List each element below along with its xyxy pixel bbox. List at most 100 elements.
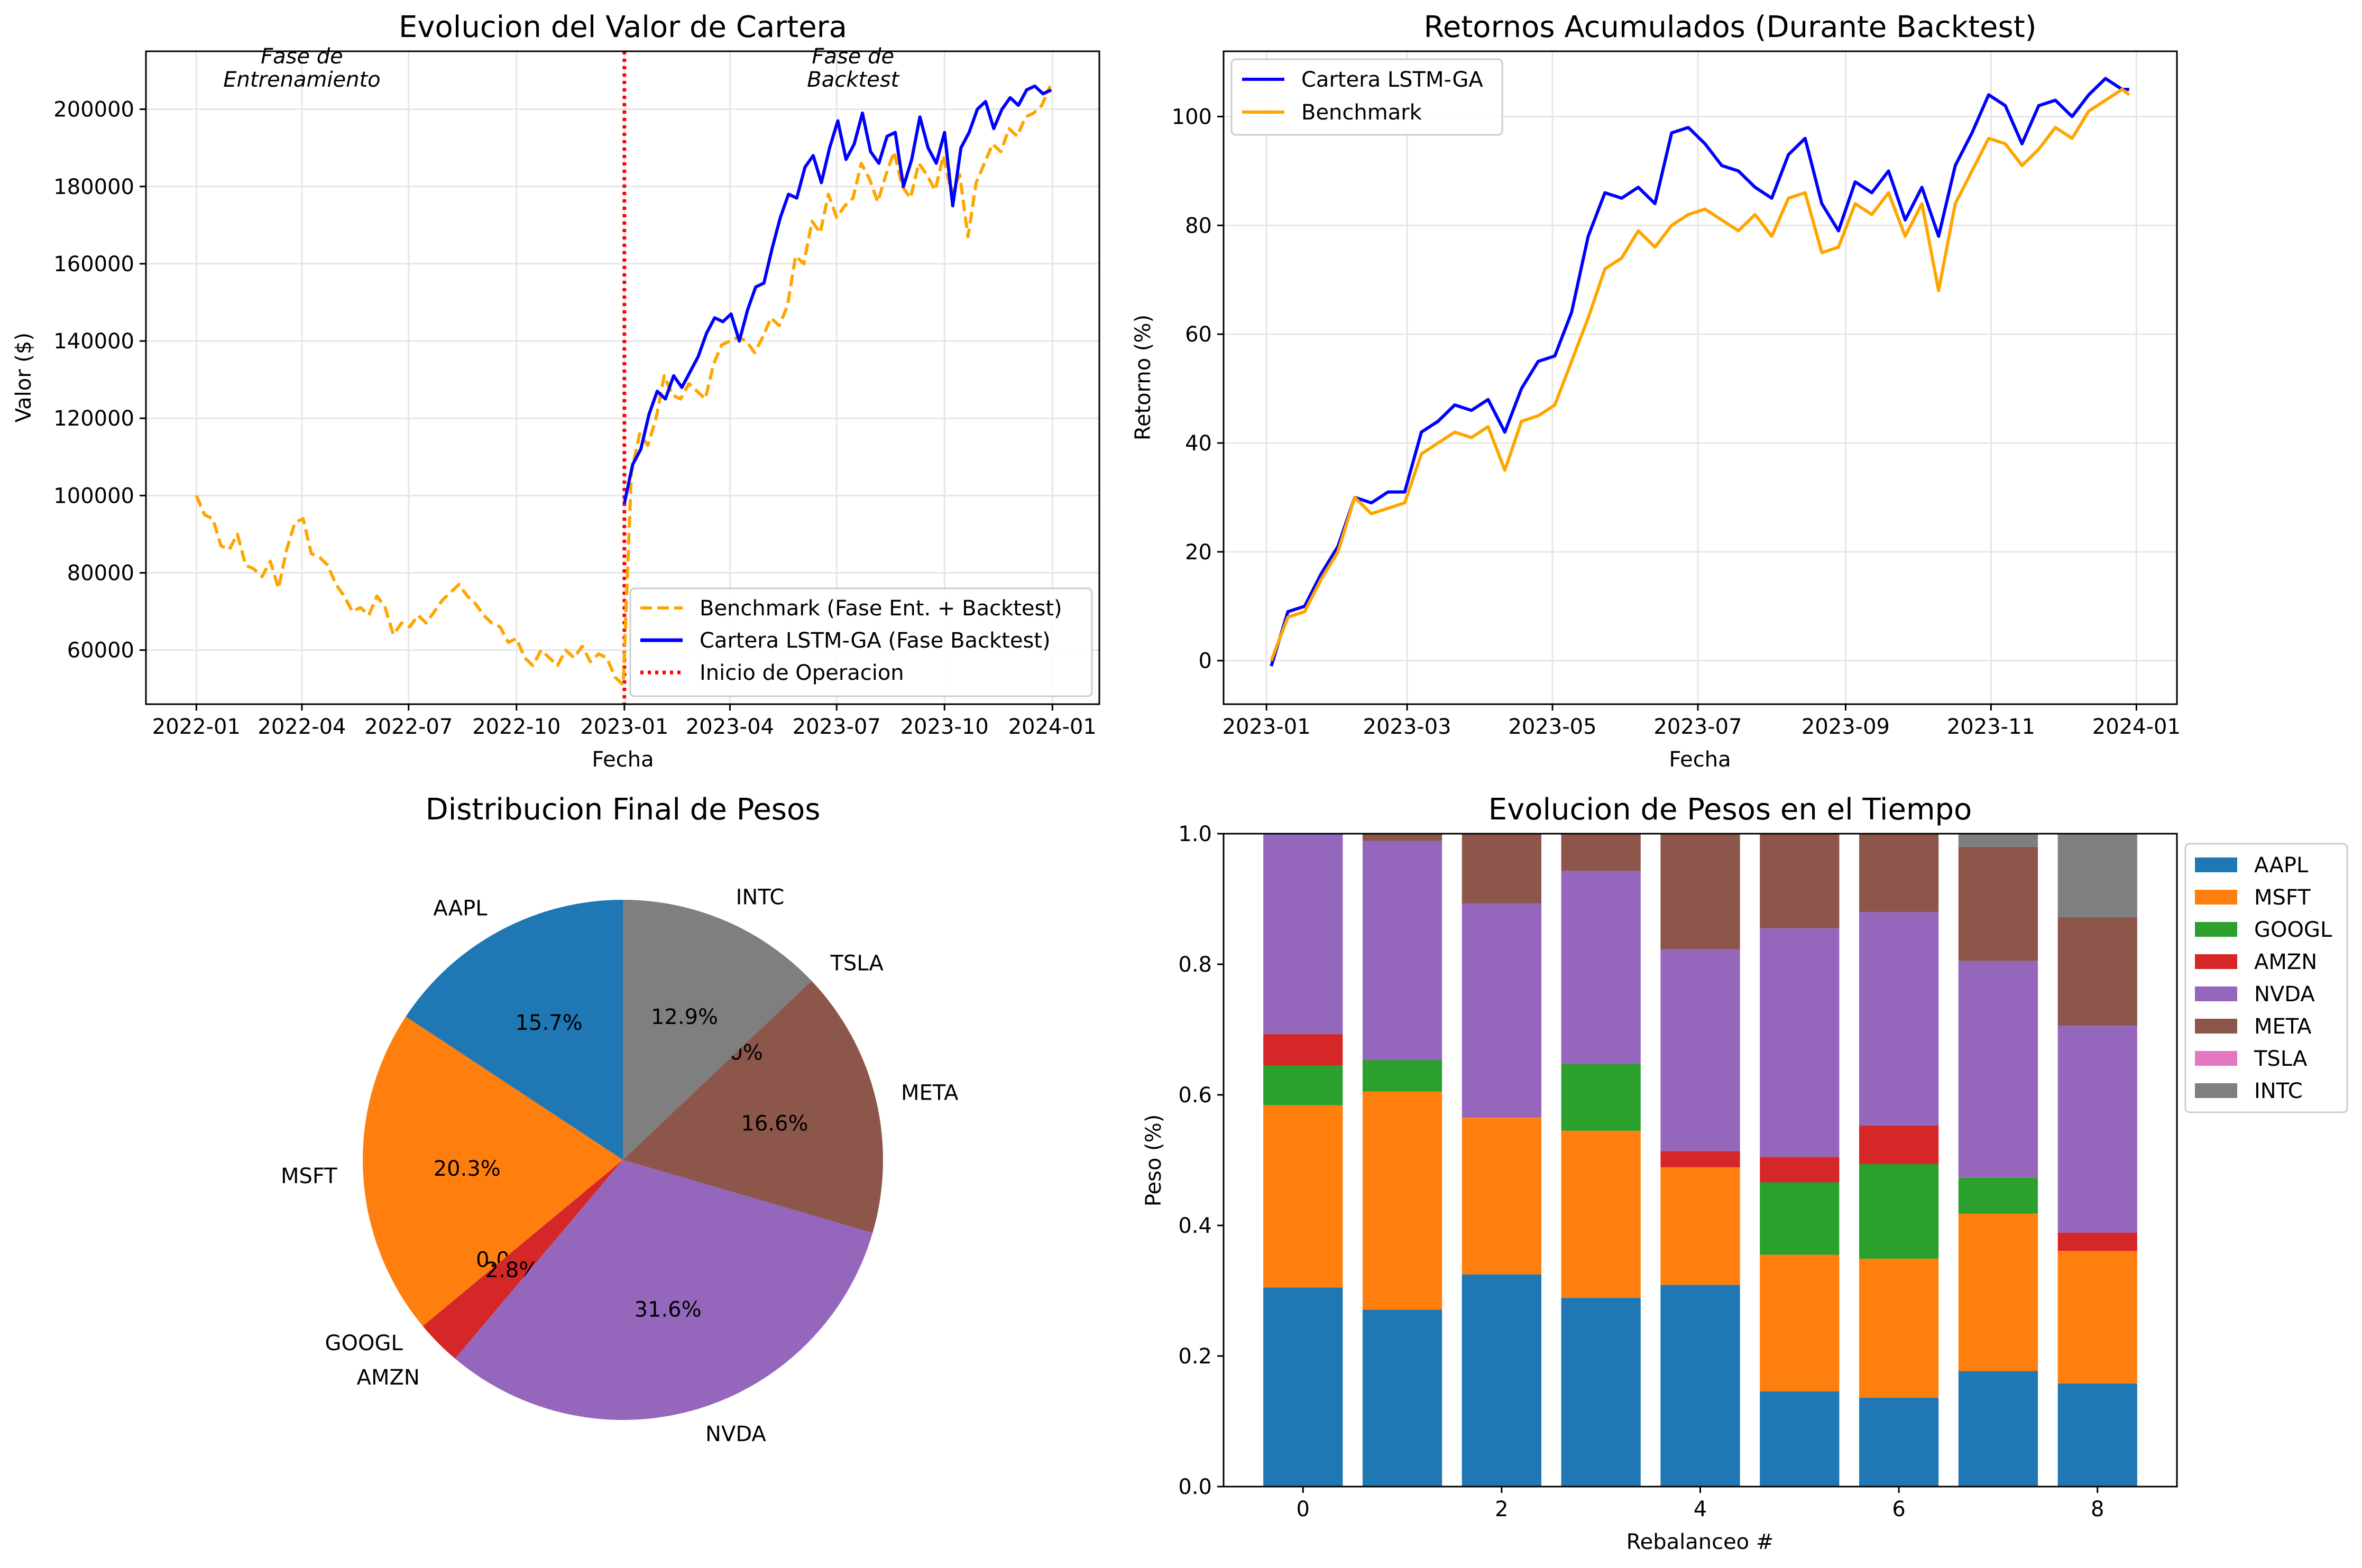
legend-label-cartera: Cartera LSTM-GA (Fase Backtest) bbox=[700, 629, 1051, 653]
bar-segment-googl bbox=[1859, 1164, 1939, 1259]
bar-segment-nvda bbox=[1462, 903, 1541, 1118]
x-tick-label: 2023-11 bbox=[1947, 715, 2035, 739]
pie-value-label-aapl: 15.7% bbox=[516, 1011, 583, 1035]
x-tick-label: 2024-01 bbox=[2092, 715, 2181, 739]
pie-label-nvda: NVDA bbox=[705, 1422, 766, 1446]
y-tick-label: 0.6 bbox=[1178, 1083, 1212, 1108]
x-tick-label: 2022-07 bbox=[364, 715, 453, 739]
x-tick-label: 6 bbox=[1892, 1497, 1905, 1521]
chart-distribucion-pesos: Distribucion Final de Pesos AAPL 15.7% MSF… bbox=[281, 792, 959, 1446]
y-tick-label: 180000 bbox=[53, 175, 134, 199]
bar-segment-aapl bbox=[1263, 1287, 1343, 1487]
bar-segment-msft bbox=[1958, 1213, 2038, 1371]
legend-swatch-googl bbox=[2195, 922, 2237, 937]
legend-frame bbox=[629, 587, 1093, 697]
bar-segment-googl bbox=[1362, 1060, 1442, 1092]
legend-label-intc: INTC bbox=[2254, 1079, 2303, 1103]
x-tick-label: 2022-04 bbox=[258, 715, 346, 739]
bar-segment-nvda bbox=[1362, 841, 1442, 1060]
x-tick-label: 2023-04 bbox=[686, 715, 774, 739]
legend-swatch-amzn bbox=[2195, 954, 2237, 969]
chart-evolucion-pesos: Evolucion de Pesos en el Tiempo 0 2 4 6 8 0.… bbox=[1142, 792, 2348, 1554]
bar-segment-intc bbox=[1958, 834, 2038, 847]
x-axis-label: Fecha bbox=[592, 748, 654, 772]
y-tick-label: 60000 bbox=[67, 639, 134, 663]
x-tick-layer: 2023-01 2023-03 2023-05 2023-07 2023-09 2023-… bbox=[1223, 704, 2181, 739]
bar-segment-nvda bbox=[1561, 871, 1641, 1064]
plot-frame bbox=[145, 50, 1100, 705]
bar-segment-aapl bbox=[1462, 1274, 1541, 1487]
chart-title: Retornos Acumulados (Durante Backtest) bbox=[1424, 10, 2037, 44]
chart-legend: AAPL MSFT GOOGL AMZN NVDA META TSLA INTC bbox=[2184, 843, 2348, 1113]
y-tick-label: 100000 bbox=[53, 484, 134, 508]
pie-label-msft: MSFT bbox=[281, 1164, 337, 1188]
bar-segment-msft bbox=[1859, 1258, 1939, 1398]
bar-segment-meta bbox=[2057, 917, 2137, 1026]
bar-segment-amzn bbox=[1263, 1034, 1343, 1066]
y-tick-label: 200000 bbox=[53, 98, 134, 122]
y-tick-label: 160000 bbox=[53, 252, 134, 276]
pie-slice-intc bbox=[623, 900, 812, 1160]
annotation-text: Entrenamiento bbox=[223, 68, 380, 92]
y-tick-label: 1.0 bbox=[1178, 822, 1212, 846]
bar-segment-amzn bbox=[1660, 1151, 1740, 1168]
bar-segment-intc bbox=[2057, 834, 2137, 918]
plot-layer bbox=[1270, 77, 2130, 667]
y-tick-layer: 0.0 0.2 0.4 0.6 0.8 1.0 bbox=[1178, 822, 1224, 1499]
bar-segment-msft bbox=[1760, 1255, 1840, 1391]
x-tick-label: 2022-10 bbox=[472, 715, 560, 739]
pie-label-tsla: TSLA bbox=[830, 951, 884, 975]
annotation-text: Fase de bbox=[812, 44, 894, 69]
legend-label-benchmark: Benchmark (Fase Ent. + Backtest) bbox=[700, 596, 1062, 621]
bar-segment-googl bbox=[1263, 1065, 1343, 1105]
plot-frame bbox=[1223, 50, 2178, 705]
bar-segment-aapl bbox=[1660, 1285, 1740, 1487]
legend-swatch-meta bbox=[2195, 1019, 2237, 1034]
bar-segment-nvda bbox=[2057, 1026, 2137, 1233]
legend-frame bbox=[1230, 58, 1503, 136]
x-axis-label: Fecha bbox=[1669, 748, 1731, 772]
pie-value-label-msft: 20.3% bbox=[434, 1157, 501, 1181]
chart-valor-cartera: Evolucion del Valor de Cartera 2022-01 20… bbox=[12, 10, 1100, 772]
x-tick-layer: 0 2 4 6 8 bbox=[1297, 1487, 2104, 1521]
y-tick-label: 140000 bbox=[53, 329, 134, 354]
x-tick-label: 2023-03 bbox=[1363, 715, 1451, 739]
pie-slice-msft bbox=[363, 1016, 623, 1326]
bar-segment-msft bbox=[1462, 1118, 1541, 1275]
pie-label-intc: INTC bbox=[736, 886, 785, 910]
legend-label-amzn: AMZN bbox=[2254, 950, 2317, 974]
y-tick-label: 0.8 bbox=[1178, 953, 1212, 977]
y-tick-label: 120000 bbox=[53, 407, 134, 431]
x-tick-label: 4 bbox=[1694, 1497, 1707, 1521]
chart-title: Evolucion del Valor de Cartera bbox=[399, 10, 847, 44]
plot-layer bbox=[195, 51, 1052, 704]
bar-segment-nvda bbox=[1760, 928, 1840, 1157]
bar-segment-nvda bbox=[1660, 949, 1740, 1151]
bar-segment-googl bbox=[1760, 1182, 1840, 1255]
bar-segment-aapl bbox=[1561, 1298, 1641, 1487]
x-tick-label: 2023-01 bbox=[580, 715, 668, 739]
legend-swatch-msft bbox=[2195, 890, 2237, 905]
bar-segment-googl bbox=[1561, 1064, 1641, 1131]
y-tick-label: 0.2 bbox=[1178, 1344, 1212, 1369]
pie-label-amzn: AMZN bbox=[357, 1366, 420, 1390]
y-tick-label: 60 bbox=[1185, 322, 1212, 347]
pie-value-label-intc: 12.9% bbox=[651, 1005, 718, 1029]
y-tick-label: 40 bbox=[1185, 431, 1212, 456]
bar-segment-meta bbox=[1561, 834, 1641, 871]
legend-label-inicio: Inicio de Operacion bbox=[700, 661, 904, 685]
bar-segment-nvda bbox=[1859, 912, 1939, 1126]
bar-segment-aapl bbox=[1859, 1398, 1939, 1487]
x-tick-label: 2023-01 bbox=[1223, 715, 1311, 739]
bar-segment-amzn bbox=[2057, 1232, 2137, 1251]
y-tick-label: 100 bbox=[1172, 105, 1212, 130]
chart-legend: Benchmark (Fase Ent. + Backtest) Cartera… bbox=[629, 587, 1093, 697]
legend-label-tsla: TSLA bbox=[2254, 1047, 2308, 1071]
bar-segment-amzn bbox=[1760, 1157, 1840, 1183]
legend-label-nvda: NVDA bbox=[2254, 982, 2315, 1007]
bar-segment-meta bbox=[1760, 834, 1840, 929]
bar-segment-nvda bbox=[1263, 834, 1343, 1035]
pie-label-meta: META bbox=[901, 1081, 959, 1105]
